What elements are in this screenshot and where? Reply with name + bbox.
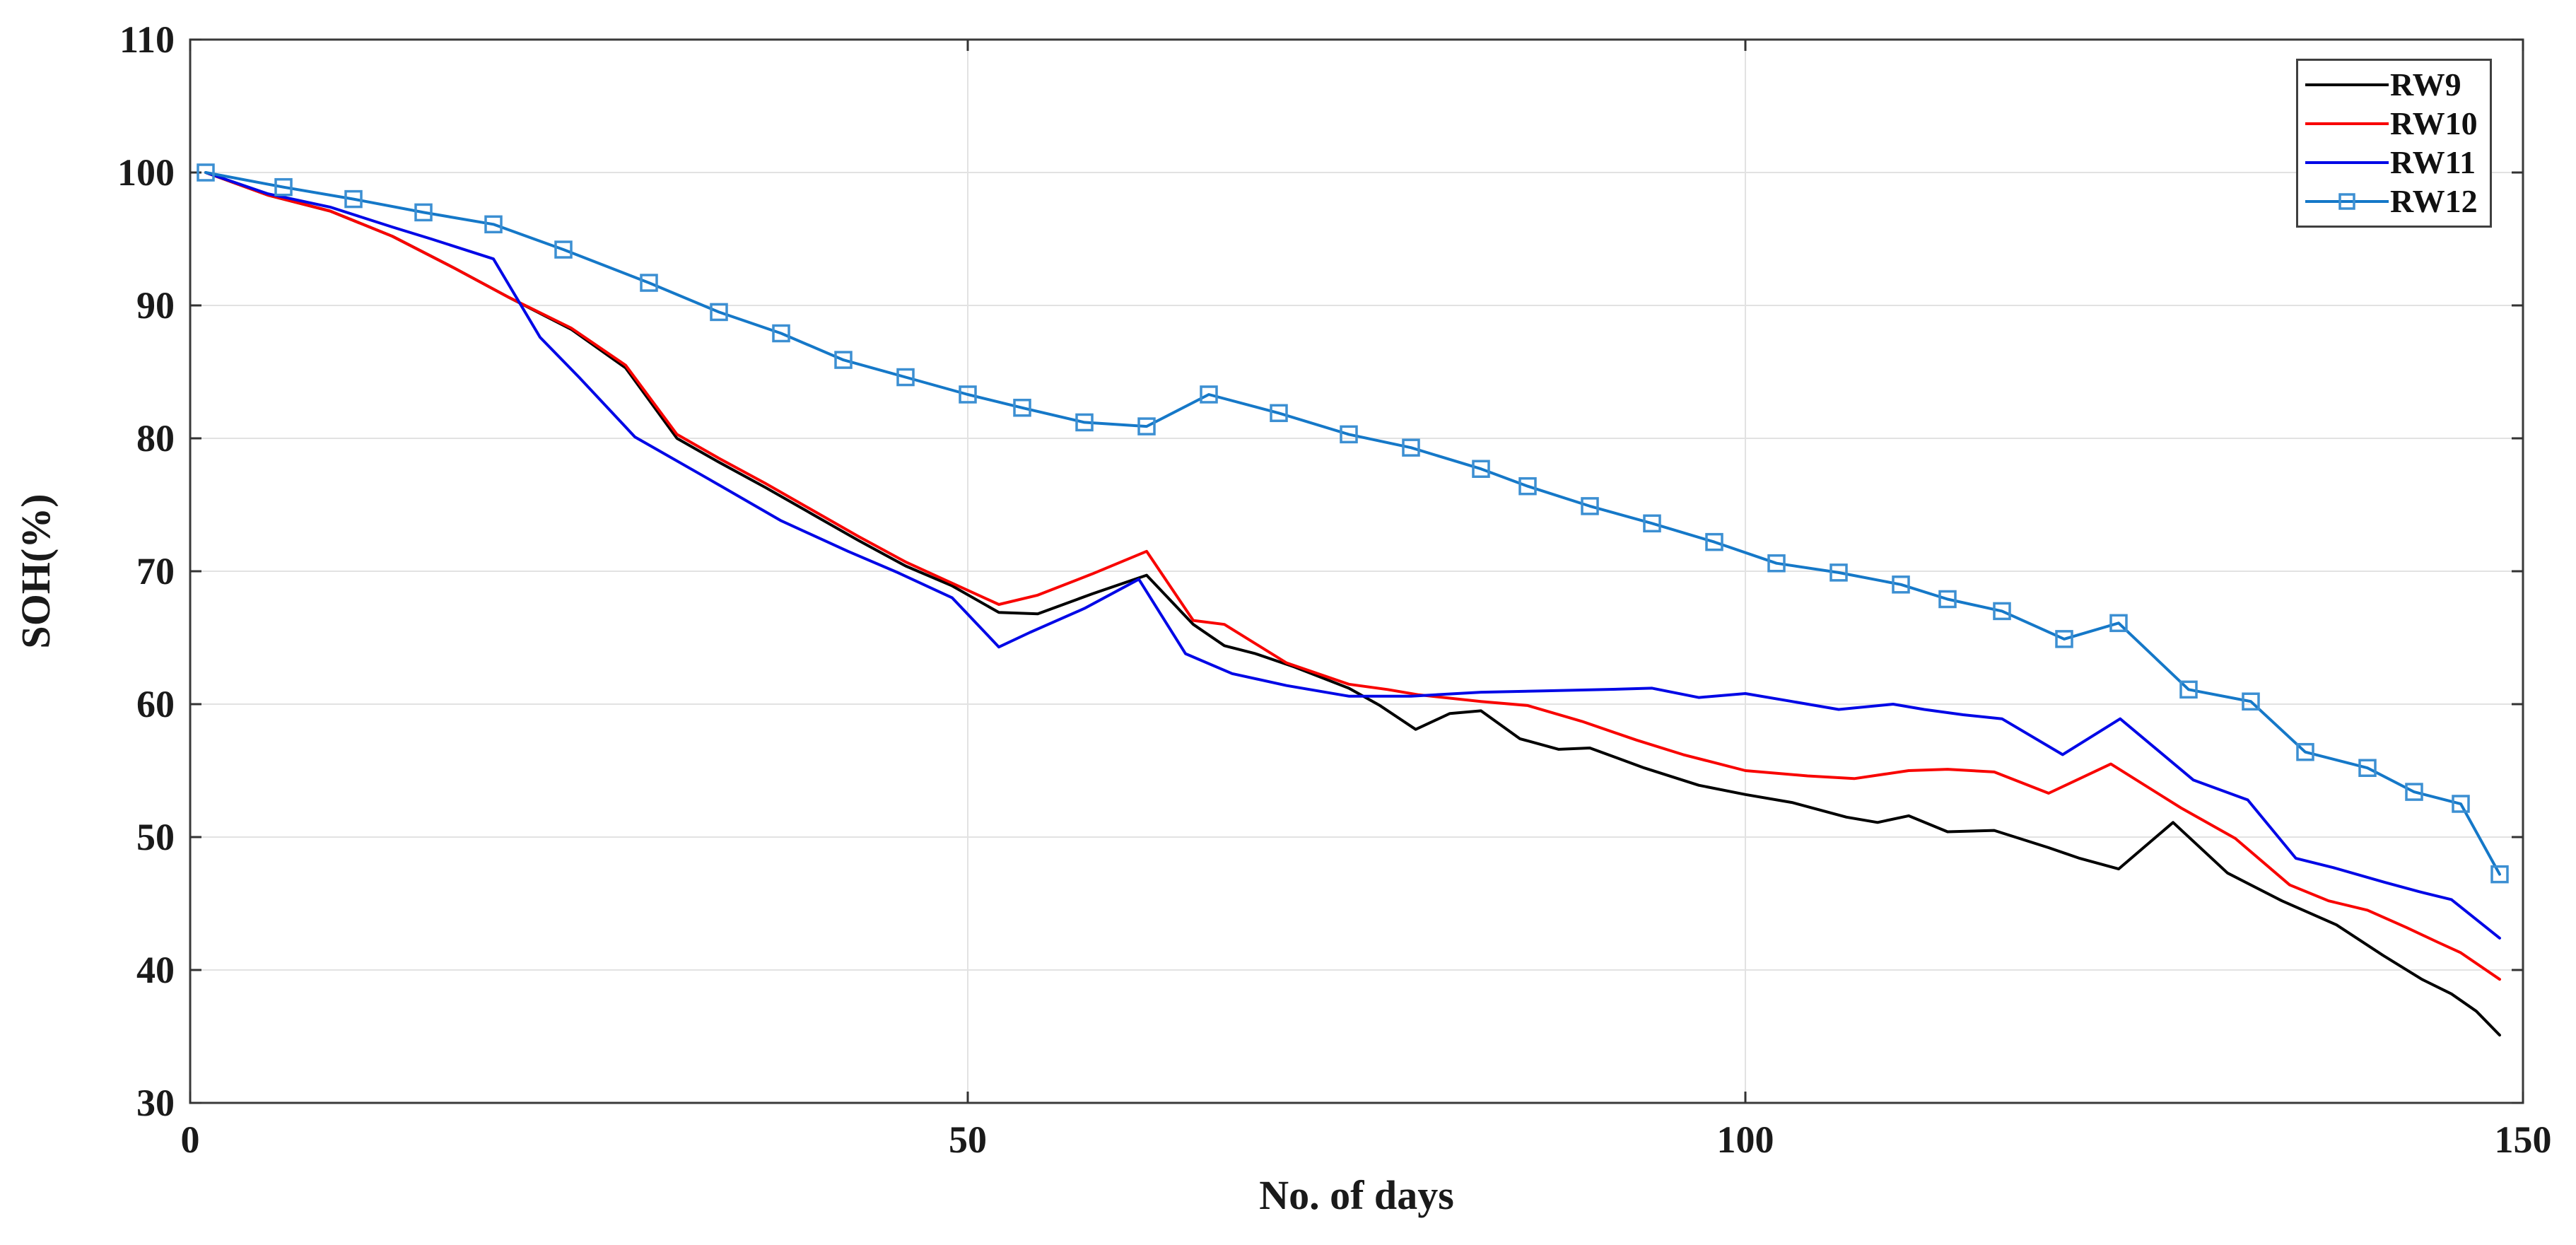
y-tick-label: 40 xyxy=(136,949,175,991)
x-tick-label: 0 xyxy=(181,1118,200,1161)
series-marker-rw12 xyxy=(896,368,915,387)
y-tick-label: 110 xyxy=(119,18,175,61)
legend-line-sample-rw11 xyxy=(2305,161,2389,165)
series-marker-rw12 xyxy=(1200,385,1218,404)
series-marker-rw12 xyxy=(1402,438,1420,457)
legend-item-rw11: RW11 xyxy=(2298,144,2490,181)
series-marker-rw12 xyxy=(344,189,363,209)
legend-box: RW9 RW10 RW11 RW12 xyxy=(2296,59,2492,228)
series-marker-rw12 xyxy=(1137,417,1156,436)
series-marker-rw12 xyxy=(1829,563,1848,582)
series-marker-rw12 xyxy=(484,215,503,234)
y-tick-label: 50 xyxy=(136,816,175,858)
series-marker-rw12 xyxy=(959,385,977,404)
series-marker-rw12 xyxy=(1705,532,1723,551)
series-marker-rw12 xyxy=(554,240,573,259)
series-line-rw11 xyxy=(204,171,2501,940)
y-tick-label: 80 xyxy=(136,417,175,460)
series-marker-rw12 xyxy=(2490,865,2509,884)
legend-item-rw12: RW12 xyxy=(2298,183,2490,220)
y-tick-label: 70 xyxy=(136,550,175,592)
legend-label: RW9 xyxy=(2390,66,2461,103)
series-marker-rw12 xyxy=(2109,614,2128,633)
series-marker-rw12 xyxy=(772,324,790,343)
series-marker-rw12 xyxy=(2242,692,2260,711)
series-marker-rw12 xyxy=(1518,477,1537,496)
series-marker-rw12 xyxy=(1892,575,1910,594)
legend-line-sample-rw12 xyxy=(2305,193,2389,211)
series-marker-rw12 xyxy=(2296,742,2314,761)
series-marker-rw12 xyxy=(834,351,853,369)
series-marker-rw12 xyxy=(710,303,728,322)
x-tick-label: 50 xyxy=(949,1118,987,1161)
y-tick-label: 100 xyxy=(117,151,175,194)
series-line-rw10 xyxy=(204,171,2501,981)
y-axis-title: SOH(%) xyxy=(13,493,59,648)
series-marker-rw12 xyxy=(640,274,658,292)
series-marker-rw12 xyxy=(1767,554,1786,573)
x-tick-label: 100 xyxy=(1717,1118,1774,1161)
legend-label: RW10 xyxy=(2390,105,2478,141)
legend-line-sample-rw10 xyxy=(2305,122,2389,125)
series-marker-rw12 xyxy=(197,163,215,182)
series-marker-rw12 xyxy=(2358,759,2377,777)
x-axis-title: No. of days xyxy=(1259,1172,1454,1218)
series-marker-rw12 xyxy=(1013,399,1031,417)
series-marker-rw12 xyxy=(414,203,433,222)
series-marker-rw12 xyxy=(1581,497,1599,515)
series-marker-rw12 xyxy=(1075,413,1094,432)
x-tick-label: 150 xyxy=(2495,1118,2552,1161)
series-marker-rw12 xyxy=(1643,514,1661,533)
series-marker-rw12 xyxy=(2452,795,2470,813)
series-marker-rw12 xyxy=(2405,783,2423,801)
series-marker-rw12 xyxy=(274,177,293,197)
y-tick-label: 60 xyxy=(136,683,175,725)
series-line-rw12 xyxy=(204,171,2501,876)
legend-label: RW12 xyxy=(2390,183,2478,220)
series-marker-rw12 xyxy=(2179,680,2198,699)
series-marker-rw12 xyxy=(1270,404,1288,423)
legend-label: RW11 xyxy=(2390,144,2476,181)
series-marker-rw12 xyxy=(1340,425,1358,444)
series-marker-rw12 xyxy=(2055,630,2073,648)
series-marker-rw12 xyxy=(1938,590,1957,609)
legend-line-sample-rw9 xyxy=(2305,83,2389,86)
y-tick-label: 30 xyxy=(136,1082,175,1124)
legend-item-rw10: RW10 xyxy=(2298,105,2490,142)
legend-item-rw9: RW9 xyxy=(2298,66,2490,103)
series-marker-rw12 xyxy=(1993,602,2011,621)
y-tick-label: 90 xyxy=(136,284,175,327)
series-line-rw9 xyxy=(204,171,2501,1037)
series-marker-rw12 xyxy=(1472,460,1490,478)
